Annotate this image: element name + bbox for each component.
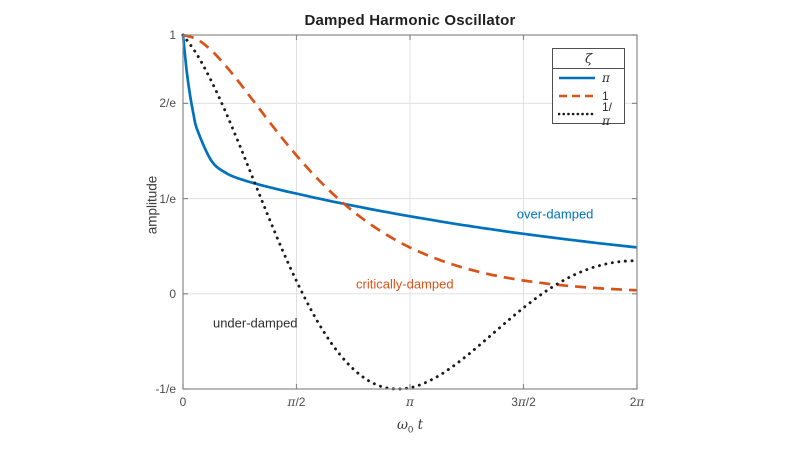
omega-subscript: 0: [408, 424, 414, 436]
chart-title: Damped Harmonic Oscillator: [304, 12, 516, 29]
legend-line-sample-solid: [559, 76, 595, 80]
legend-entry-label: π: [602, 71, 610, 85]
x-axis-label: ω0 t: [183, 417, 637, 436]
legend-entry-label: 1: [602, 89, 609, 103]
annotation-critically-damped: critically-damped: [356, 276, 454, 292]
legend-entry-over: π: [553, 69, 624, 87]
legend: ζ π 1 1/π: [552, 48, 625, 128]
legend-title: ζ: [553, 49, 624, 69]
legend-line-sample-dashed: [559, 94, 595, 98]
x-tick-label-pi-2: π/2: [287, 395, 306, 409]
x-tick-label-pi: π: [406, 395, 414, 409]
y-tick-label-0: 0: [169, 286, 176, 301]
omega-symbol: ω: [396, 417, 408, 433]
legend-entry-label: 1/π: [602, 100, 613, 128]
y-tick-label-1e: 1/e: [159, 191, 176, 206]
y-tick-label-neg1e: -1/e: [155, 382, 176, 396]
x-tick-label-0: 0: [179, 395, 187, 409]
legend-entry-under: 1/π: [553, 100, 624, 128]
legend-line-sample-dotted: [558, 112, 596, 116]
legend-entry-critical: 1: [553, 87, 624, 105]
y-tick-label-2e: 2/e: [159, 96, 176, 111]
x-tick-label-2pi: 2π: [629, 395, 645, 409]
time-symbol: t: [413, 417, 424, 433]
y-tick-label-1: 1: [169, 28, 176, 42]
annotation-over-damped: over-damped: [516, 206, 594, 222]
annotation-under-damped: under-damped: [212, 315, 298, 331]
x-tick-label-3pi-2: 3π/2: [511, 395, 536, 409]
